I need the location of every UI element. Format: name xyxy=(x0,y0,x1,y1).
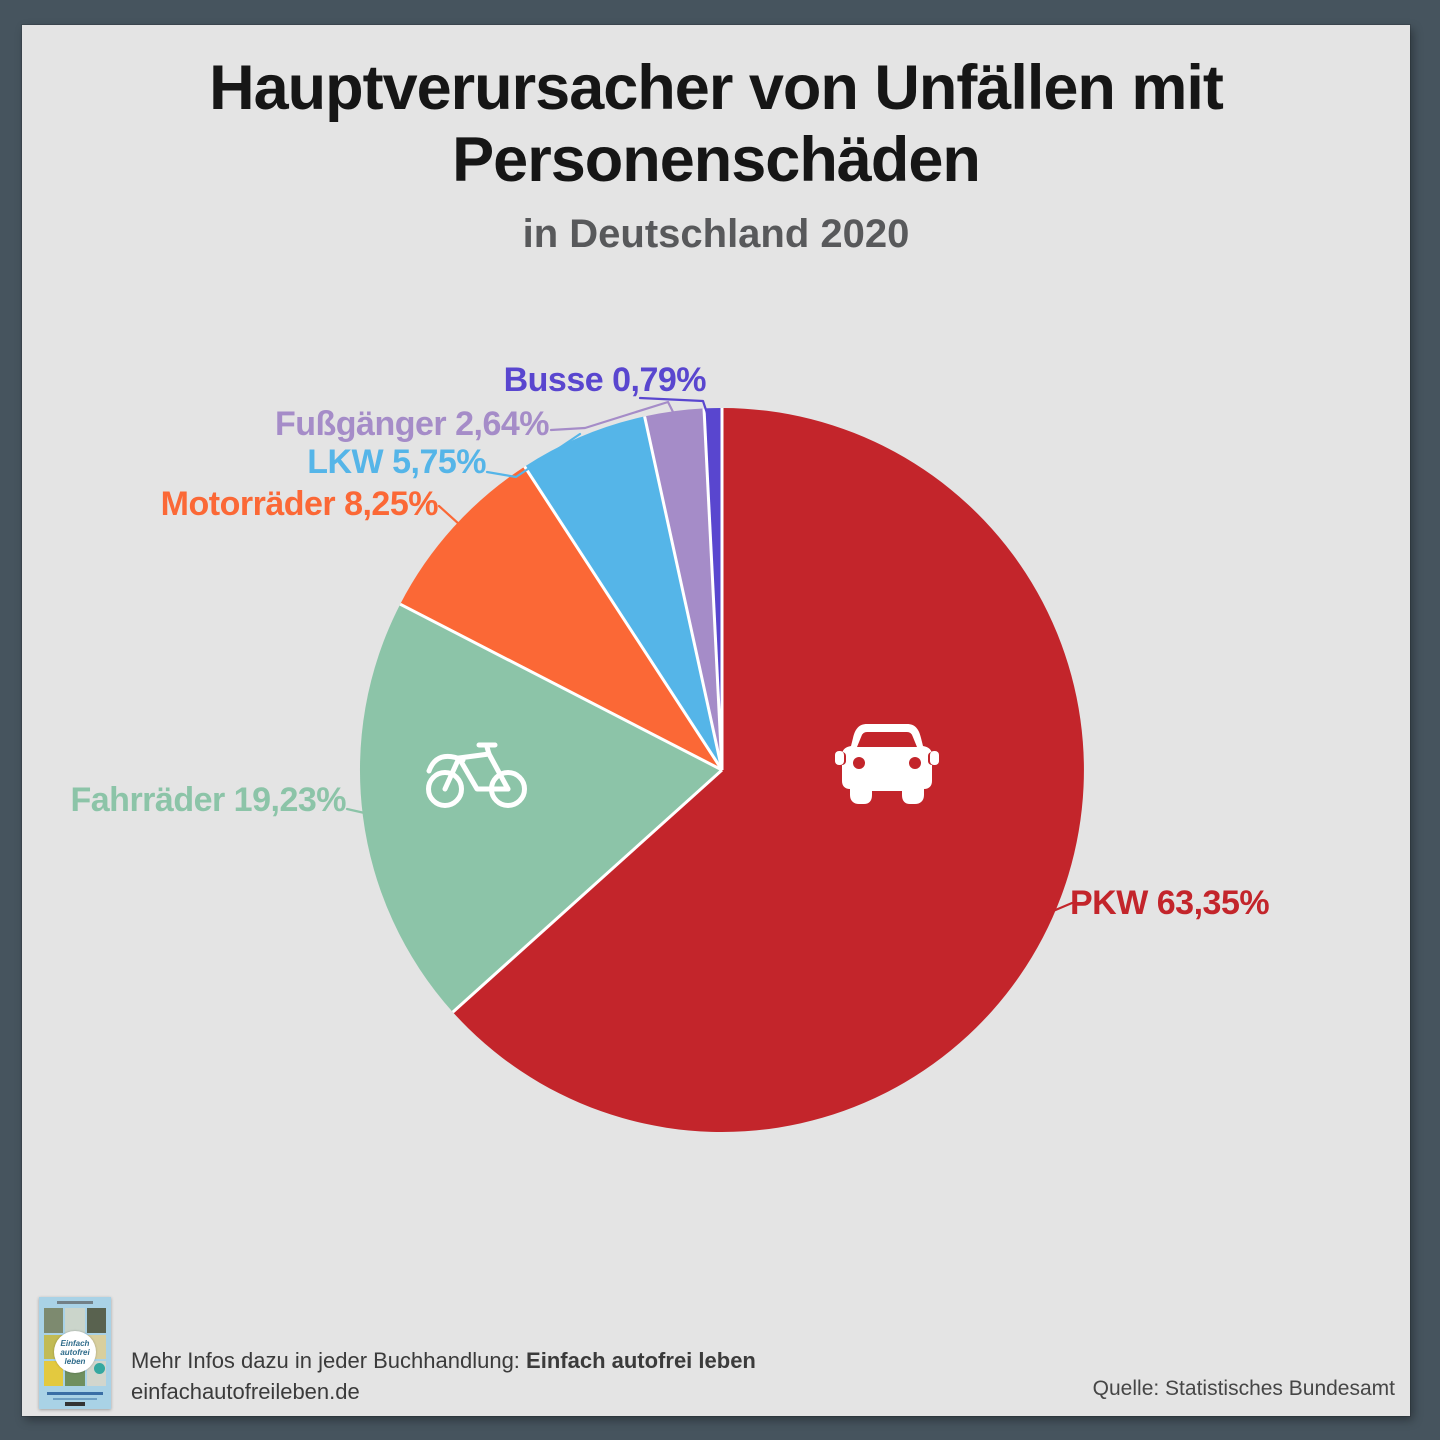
car-icon xyxy=(835,724,939,804)
book-publisher-mark xyxy=(65,1402,85,1406)
book-caption-bar-2 xyxy=(53,1398,97,1400)
page-subtitle: in Deutschland 2020 xyxy=(522,212,910,256)
pie-slice-pkw xyxy=(452,408,1084,1132)
book-caption-bar xyxy=(47,1392,103,1395)
pie-slice-fahrräder xyxy=(359,604,722,1013)
page-title: Hauptverursacher von Unfällen mit Person… xyxy=(22,52,1410,196)
label-leader-lines xyxy=(345,396,1074,916)
slice-label-busse: Busse 0,79% xyxy=(503,361,707,399)
footer-source: Quelle: Statistisches Bundesamt xyxy=(1092,1377,1395,1400)
footer-info: Mehr Infos dazu in jeder Buchhandlung: E… xyxy=(131,1348,756,1374)
slice-separator xyxy=(702,408,724,771)
slice-separator xyxy=(523,465,724,771)
slice-separator xyxy=(643,416,724,771)
footer-info-book-title: Einfach autofrei leben xyxy=(526,1348,756,1373)
book-title-badge: Einfach autofrei leben xyxy=(54,1331,96,1373)
bicycle-icon xyxy=(426,742,527,808)
slice-label-pkw: PKW 63,35% xyxy=(1070,884,1270,922)
footer-info-prefix: Mehr Infos dazu in jeder Buchhandlung: xyxy=(131,1348,527,1373)
pie-slice-lkw xyxy=(524,416,722,770)
title-line-2: Personenschäden xyxy=(452,125,981,195)
slice-label-motorraeder: Motorräder 8,25% xyxy=(160,485,439,523)
book-author-bar xyxy=(57,1301,93,1304)
leader-line-pkw xyxy=(1044,901,1074,916)
leader-line-fahrräder xyxy=(345,807,371,816)
slice-label-fahrraeder: Fahrräder 19,23% xyxy=(70,781,347,819)
book-badge-dot xyxy=(94,1363,105,1374)
title-line-1: Hauptverursacher von Unfällen mit xyxy=(209,53,1224,123)
leader-line-busse xyxy=(638,396,709,415)
slice-label-fussgaenger: Fußgänger 2,64% xyxy=(274,405,550,443)
slice-separator xyxy=(451,768,724,1014)
slice-label-lkw: LKW 5,75% xyxy=(307,443,486,481)
slice-separators xyxy=(399,408,724,1014)
leader-line-fußgänger xyxy=(549,400,675,432)
footer-website: einfachautofreileben.de xyxy=(131,1379,360,1404)
book-cover: Einfach autofrei leben xyxy=(39,1297,111,1409)
leader-line-lkw xyxy=(485,432,582,479)
leader-line-motorräder xyxy=(437,504,472,536)
pie-slice-motorräder xyxy=(400,466,722,770)
slice-separator xyxy=(399,602,723,772)
